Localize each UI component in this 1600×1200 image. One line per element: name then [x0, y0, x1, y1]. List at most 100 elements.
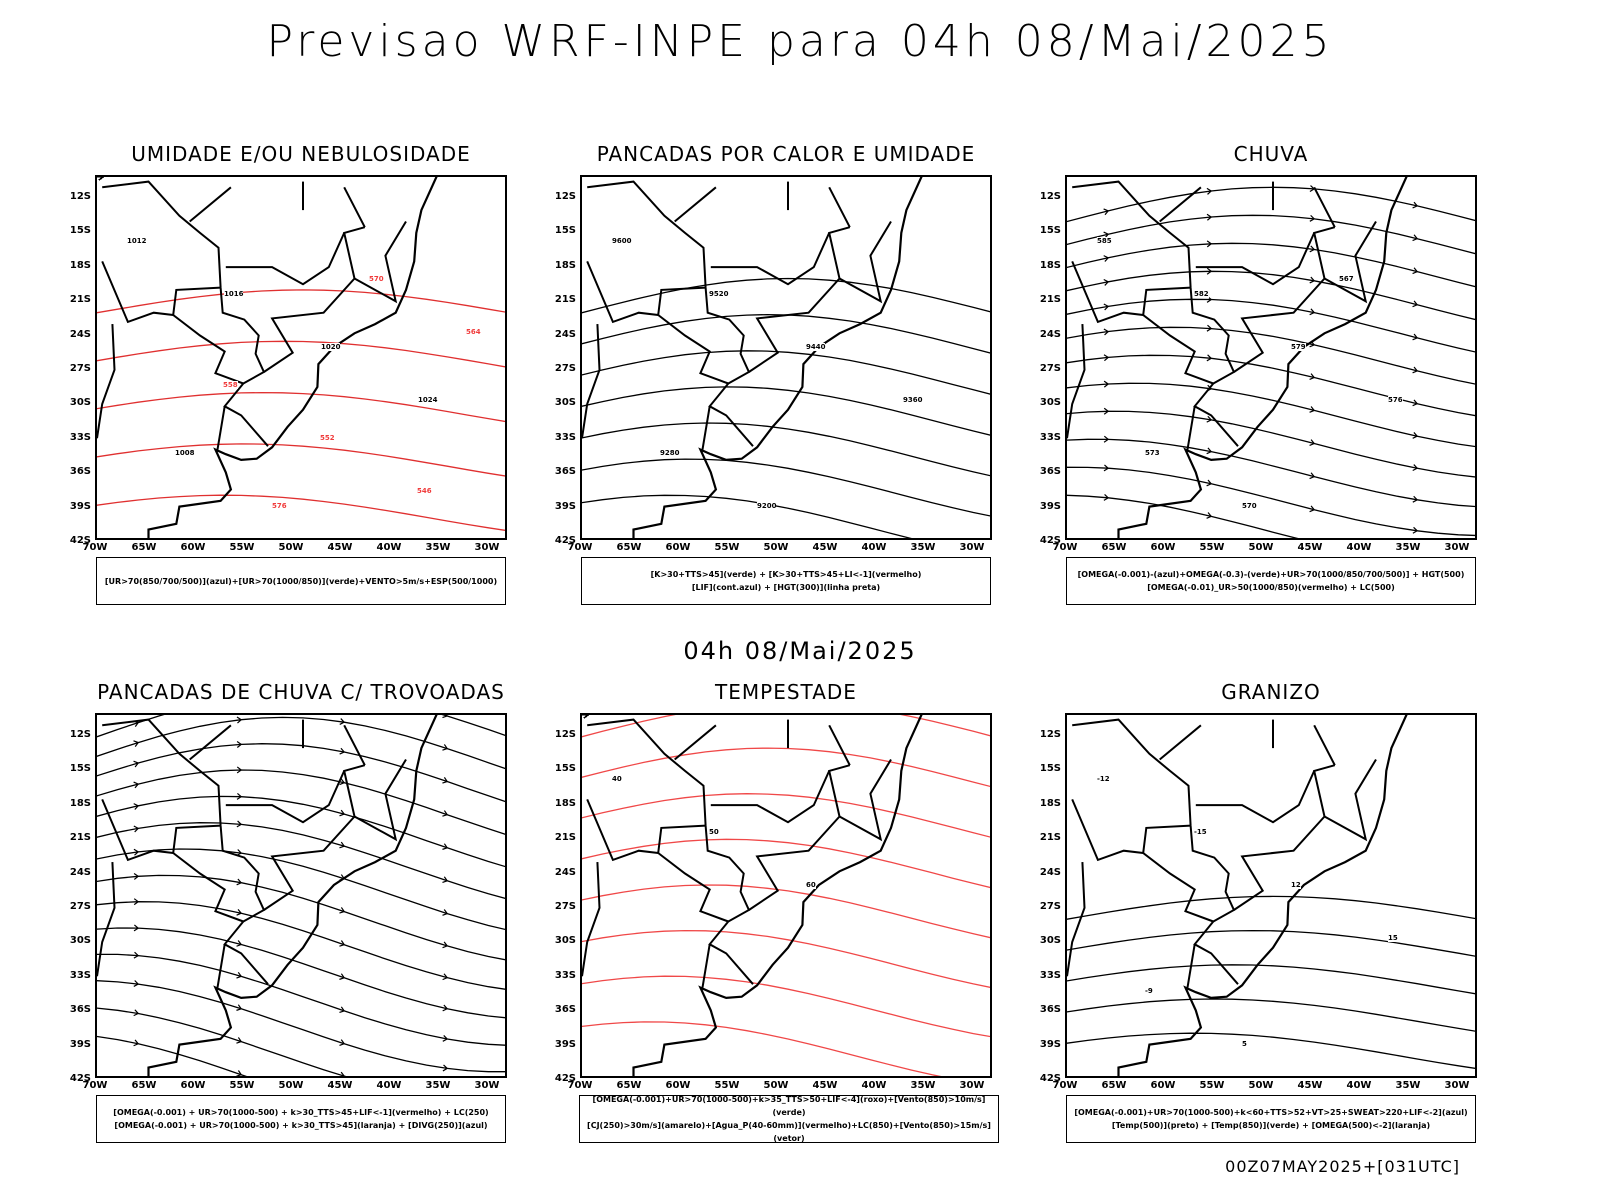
lon-tick-label: 30W — [1444, 542, 1470, 553]
lat-tick-label: 24S — [554, 328, 576, 340]
lat-tick-label: 30S — [69, 397, 91, 409]
lat-tick-label: 36S — [69, 1004, 91, 1016]
arrow-icon — [339, 747, 346, 755]
country-border — [102, 180, 269, 447]
contour-line — [582, 884, 990, 939]
arrow-icon — [1206, 415, 1213, 423]
arrow-icon — [236, 908, 243, 916]
contour-line — [1067, 895, 1475, 920]
arrow-icon — [236, 940, 243, 947]
lat-tick-label: 33S — [1039, 431, 1061, 443]
arrow-icon — [1206, 267, 1213, 275]
contour-label: 576 — [1388, 396, 1403, 404]
legend-umidade: [UR>70(850/700/500)](azul)+[UR>70(1000/8… — [96, 557, 506, 605]
contour-label: 570 — [369, 275, 384, 283]
country-border — [354, 758, 407, 842]
lat-tick-label: 42S — [554, 535, 576, 546]
country-border — [354, 220, 407, 304]
country-border — [701, 406, 711, 450]
country-border — [1067, 862, 1086, 977]
lat-tick-label: 27S — [554, 363, 576, 374]
lon-tick-label: 60W — [665, 1080, 691, 1091]
country-border — [657, 852, 729, 923]
contour-label: 12 — [1291, 881, 1301, 889]
lon-tick-label: 65W — [131, 542, 157, 553]
coastline — [1117, 715, 1408, 1076]
lon-tick-label: 65W — [1101, 1080, 1127, 1091]
country-border — [1071, 261, 1191, 324]
lon-tick-label: 55W — [714, 542, 740, 553]
arrow-icon — [1310, 539, 1315, 540]
contour-label: -12 — [1097, 775, 1110, 783]
lat-tick-label: 39S — [554, 1038, 576, 1050]
lon-tick-label: 70W — [1052, 542, 1078, 553]
legend-line: [OMEGA(-0.01)_UR>50(1000/850)(vermelho) … — [1147, 583, 1395, 592]
country-border — [189, 724, 232, 761]
lon-tick-label: 30W — [959, 542, 985, 553]
contour-label: 573 — [1145, 449, 1160, 457]
contour-label: 567 — [1339, 275, 1354, 283]
map-granizo — [1067, 715, 1475, 1076]
arrow-icon — [133, 1039, 140, 1047]
lat-tick-label: 12S — [1039, 729, 1061, 740]
contour-label: 552 — [320, 434, 335, 442]
legend-line: [OMEGA(-0.001)+UR>70(1000-500)+k>35_TTS>… — [592, 1095, 986, 1117]
forecast-time-subtitle: 04h 08/Mai/2025 — [683, 637, 917, 665]
lat-tick-label: 12S — [69, 191, 91, 202]
lat-tick-label: 27S — [69, 363, 91, 374]
legend-chuva: [OMEGA(-0.001)-(azul)+OMEGA(-0.3)-(verde… — [1066, 557, 1476, 605]
contour-label: 9440 — [806, 343, 826, 351]
lon-tick-label: 60W — [1150, 1080, 1176, 1091]
contour-line — [582, 838, 990, 889]
lat-tick-label: 30S — [1039, 935, 1061, 947]
country-border — [582, 862, 601, 977]
arrow-icon — [1412, 464, 1419, 472]
lon-tick-label: 45W — [1297, 1080, 1323, 1091]
arrow-icon — [1103, 464, 1110, 472]
lon-tick-label: 55W — [714, 1080, 740, 1091]
lat-tick-label: 39S — [1039, 500, 1061, 512]
arrow-icon — [442, 810, 449, 817]
lat-tick-label: 15S — [69, 225, 91, 237]
map-chuva — [1067, 177, 1475, 540]
panel-title-umidade: UMIDADE E/OU NEBULOSIDADE — [131, 142, 471, 166]
lon-tick-label: 55W — [1199, 1080, 1225, 1091]
country-border — [828, 724, 851, 766]
arrow-icon — [1309, 214, 1316, 222]
country-border — [101, 261, 221, 324]
lon-tick-label: 50W — [278, 1080, 304, 1091]
contour-line — [582, 1021, 942, 1076]
contour-line — [1067, 964, 1475, 995]
arrow-icon — [133, 781, 140, 789]
country-border — [1233, 764, 1336, 911]
arrow-icon — [1309, 308, 1316, 316]
coastline — [147, 715, 438, 1076]
lon-tick-label: 35W — [1395, 1080, 1421, 1091]
country-border — [1159, 186, 1202, 223]
lat-tick-label: 18S — [69, 259, 91, 271]
contour-line — [582, 458, 990, 517]
country-border — [657, 314, 729, 385]
contour-label: 585 — [1097, 237, 1112, 245]
contour-line — [582, 975, 990, 1038]
contour-line — [1067, 382, 1475, 448]
lon-tick-label: 45W — [327, 1080, 353, 1091]
contour-label: 1012 — [127, 237, 147, 245]
contour-label: 9600 — [612, 237, 632, 245]
arrow-icon — [442, 909, 449, 916]
contour-label: 9280 — [660, 449, 680, 457]
map-tempestade — [582, 715, 990, 1076]
arrow-icon — [236, 1070, 243, 1076]
arrow-icon — [1309, 472, 1316, 480]
arrow-icon — [442, 744, 449, 751]
country-border — [586, 261, 706, 324]
lat-tick-label: 18S — [554, 797, 576, 809]
arrow-icon — [1412, 234, 1419, 242]
contour-line — [97, 927, 505, 1019]
country-border — [1233, 226, 1336, 373]
lon-tick-label: 30W — [1444, 1080, 1470, 1091]
lon-tick-label: 40W — [376, 542, 402, 553]
country-border — [1159, 724, 1202, 761]
contour-label: 1020 — [321, 343, 341, 351]
lat-tick-label: 24S — [1039, 866, 1061, 878]
